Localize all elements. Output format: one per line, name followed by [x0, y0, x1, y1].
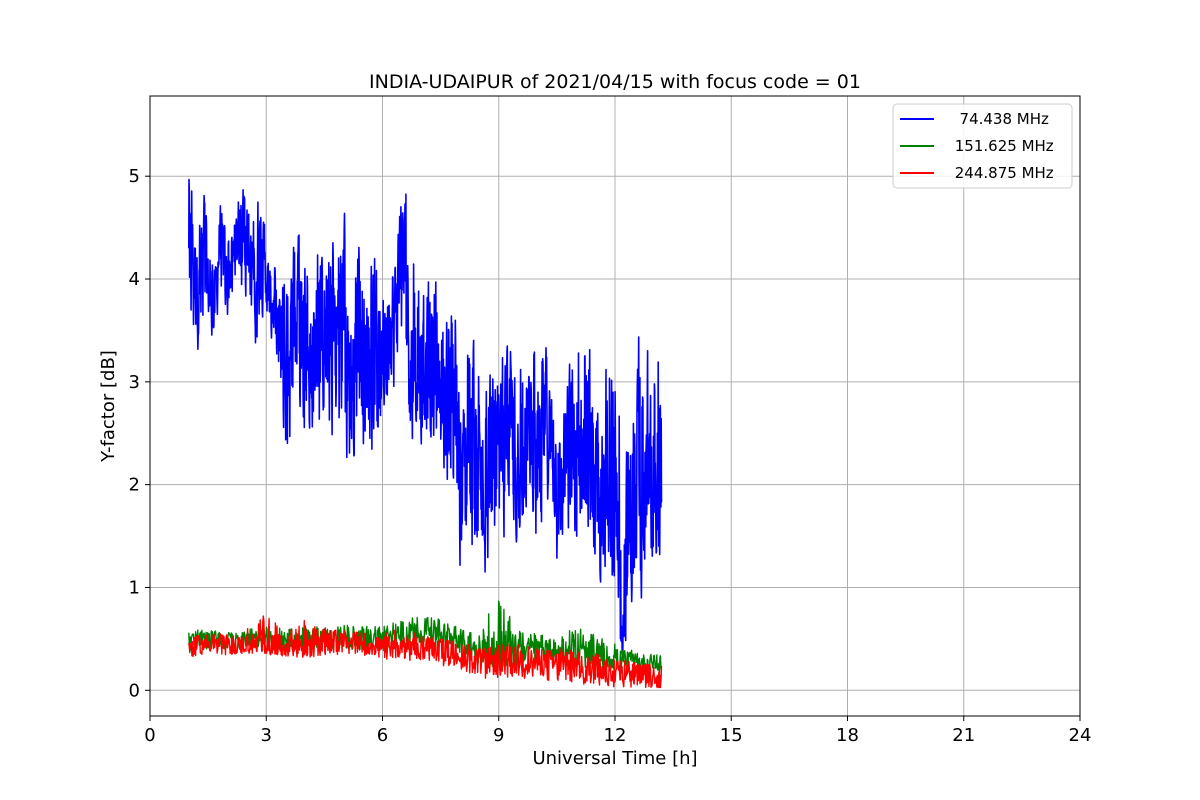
y-tick-label: 0 — [129, 680, 140, 701]
legend-label-1: 74.438 MHz — [950, 110, 1049, 128]
x-tick-label: 15 — [720, 725, 743, 746]
x-tick-label: 12 — [604, 725, 627, 746]
x-tick-label: 6 — [377, 725, 388, 746]
x-axis-label: Universal Time [h] — [532, 748, 697, 769]
y-tick-label: 2 — [129, 475, 140, 496]
x-tick-label: 0 — [144, 725, 155, 746]
x-tick-label: 24 — [1069, 725, 1092, 746]
x-tick-label: 18 — [836, 725, 859, 746]
legend-box — [892, 103, 1073, 189]
y-tick-label: 4 — [129, 269, 140, 290]
x-tick-label: 21 — [952, 725, 975, 746]
x-tick-label: 9 — [493, 725, 504, 746]
y-tick-label: 3 — [129, 372, 140, 393]
legend-label-2: 151.625 MHz — [950, 137, 1054, 155]
y-tick-label: 1 — [129, 577, 140, 598]
plot-area — [188, 178, 663, 689]
y-tick-label: 5 — [129, 166, 140, 187]
x-tick-label: 3 — [261, 725, 272, 746]
legend: 74.438 MHz 151.625 MHz 244.875 MHz — [892, 103, 1073, 189]
series-line-3 — [188, 615, 663, 689]
chart-title: INDIA-UDAIPUR of 2021/04/15 with focus c… — [369, 71, 861, 93]
series-line-1 — [188, 178, 663, 655]
y-axis-label: Y-factor [dB] — [98, 350, 119, 463]
legend-label-3: 244.875 MHz — [950, 164, 1054, 182]
